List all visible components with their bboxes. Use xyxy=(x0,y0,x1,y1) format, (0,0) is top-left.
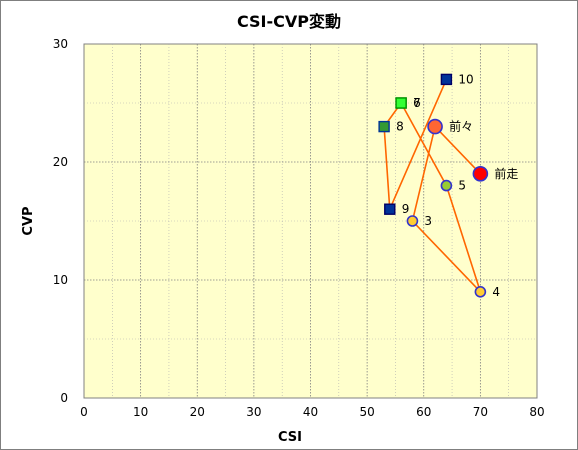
x-tick-label: 0 xyxy=(80,405,88,419)
data-point-前走 xyxy=(472,166,489,182)
point-label-3: 3 xyxy=(424,214,432,228)
x-tick-label: 70 xyxy=(473,405,488,419)
point-label-前走: 前走 xyxy=(494,166,518,181)
point-label-4: 4 xyxy=(492,285,500,299)
x-tick-label: 10 xyxy=(133,405,148,419)
point-label-8: 8 xyxy=(396,120,404,134)
data-point-9 xyxy=(384,203,396,215)
y-tick-label: 0 xyxy=(60,391,68,405)
point-label-前々: 前々 xyxy=(449,119,473,134)
data-point-4 xyxy=(474,285,487,298)
point-label-10: 10 xyxy=(458,72,473,86)
data-point-8 xyxy=(378,120,390,133)
x-tick-label: 60 xyxy=(416,405,431,419)
x-tick-label: 20 xyxy=(190,405,205,419)
point-label-5: 5 xyxy=(458,179,466,193)
series-markers xyxy=(378,73,489,298)
x-tick-label: 80 xyxy=(529,405,544,419)
x-tick-label: 50 xyxy=(359,405,374,419)
data-point-前々 xyxy=(427,118,443,135)
point-label-6: 6 xyxy=(413,96,421,110)
point-labels: 前走 前々 3 4 5 678 9 10 xyxy=(396,72,518,298)
y-tick-label: 30 xyxy=(53,37,68,51)
data-point-5 xyxy=(440,179,453,192)
x-tick-label: 40 xyxy=(303,405,318,419)
data-point-10 xyxy=(440,73,453,86)
x-tick-label: 30 xyxy=(246,405,261,419)
tick-labels: 0 10 20 30 40 50 60 70 80 0 10 20 30 xyxy=(53,37,545,419)
chart-title: CSI-CVP変動 xyxy=(237,12,341,31)
y-tick-label: 10 xyxy=(53,273,68,287)
data-point-7 xyxy=(395,97,407,109)
point-label-9: 9 xyxy=(402,202,410,216)
point-label-7: 7 xyxy=(413,96,421,110)
y-axis-title: CVP xyxy=(21,206,36,235)
x-axis-title: CSI xyxy=(278,430,302,445)
data-point-3 xyxy=(406,215,419,227)
y-tick-label: 20 xyxy=(53,155,68,169)
gridlines xyxy=(84,44,537,398)
